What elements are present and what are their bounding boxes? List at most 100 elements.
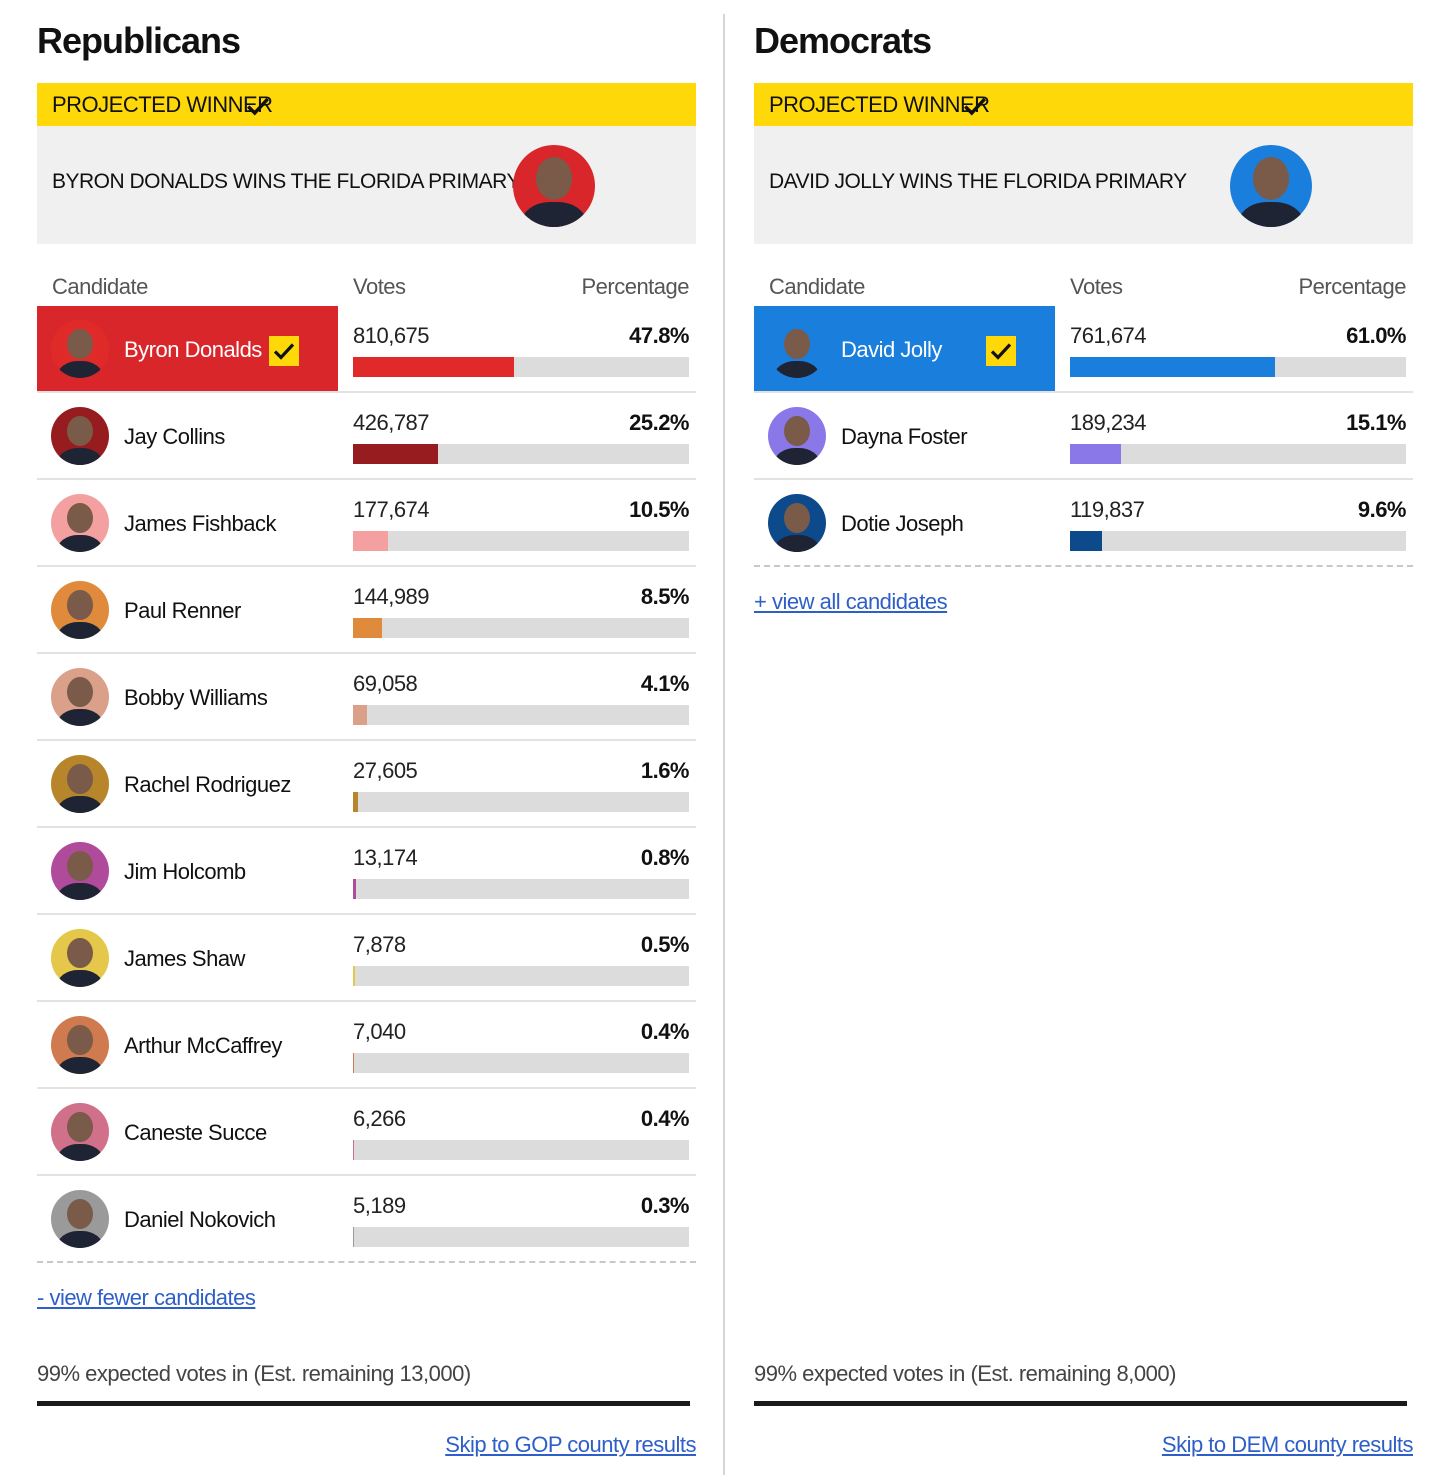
candidate-name: Dotie Joseph	[841, 511, 964, 536]
avatar-head	[66, 415, 94, 447]
candidate-name: Daniel Nokovich	[124, 1207, 276, 1232]
avatar-head	[66, 1198, 94, 1230]
percentage: 4.1%	[640, 671, 690, 696]
percentage: 0.5%	[640, 932, 690, 957]
vote-bar	[1070, 531, 1103, 551]
candidate-photo	[51, 1190, 109, 1248]
row-separator	[37, 652, 696, 654]
column-header: Percentage	[1298, 274, 1406, 299]
avatar-head	[66, 328, 94, 360]
county-results-link[interactable]: Skip to DEM county results	[1161, 1432, 1414, 1457]
vote-count: 426,787	[353, 410, 430, 435]
vote-bar	[353, 444, 438, 464]
avatar-head	[783, 328, 811, 360]
vote-bar	[353, 618, 382, 638]
row-separator	[754, 478, 1413, 480]
column-divider	[723, 14, 725, 1475]
bar-track	[1070, 531, 1406, 551]
vote-bar	[353, 531, 389, 551]
avatar-head	[66, 589, 94, 621]
candidate-name: James Shaw	[124, 946, 245, 971]
avatar-body	[56, 534, 104, 552]
vote-count: 119,837	[1070, 497, 1145, 522]
avatar-body	[56, 1143, 104, 1161]
candidate-photo	[51, 929, 109, 987]
percentage: 15.1%	[1346, 410, 1406, 435]
candidate-photo	[51, 320, 109, 378]
candidate-name: Jay Collins	[124, 424, 225, 449]
vote-count: 13,174	[353, 845, 418, 870]
toggle-candidates-link[interactable]: + view all candidates	[754, 589, 948, 614]
candidate-name: Rachel Rodriguez	[124, 772, 291, 797]
avatar-body	[56, 1230, 104, 1248]
avatar-head	[66, 502, 94, 534]
candidate-name: Byron Donalds	[124, 337, 262, 362]
vote-count: 144,989	[353, 584, 430, 609]
avatar-body	[1238, 202, 1304, 227]
percentage: 61.0%	[1346, 323, 1406, 348]
avatar-head	[66, 676, 94, 708]
percentage: 47.8%	[629, 323, 689, 348]
avatar-body	[56, 447, 104, 465]
vote-bar	[1070, 444, 1121, 464]
avatar-body	[56, 621, 104, 639]
percentage: 25.2%	[629, 410, 689, 435]
vote-bar	[353, 792, 359, 812]
column-header: Candidate	[52, 274, 148, 299]
winner-photo	[1230, 145, 1312, 227]
expected-votes-rule	[37, 1401, 690, 1406]
bar-track	[353, 1227, 689, 1247]
row-separator	[37, 391, 696, 393]
banner-text: PROJECTED WINNER	[52, 92, 273, 117]
candidate-photo	[51, 581, 109, 639]
percentage: 0.4%	[640, 1019, 690, 1044]
winner-photo	[513, 145, 595, 227]
bar-track	[1070, 444, 1406, 464]
candidate-photo	[768, 320, 826, 378]
candidate-photo	[51, 494, 109, 552]
percentage: 0.8%	[640, 845, 690, 870]
candidate-name: Arthur McCaffrey	[124, 1033, 282, 1058]
row-separator	[754, 391, 1413, 393]
county-results-link[interactable]: Skip to GOP county results	[445, 1432, 696, 1457]
bar-track	[353, 879, 689, 899]
avatar-head	[66, 850, 94, 882]
vote-count: 177,674	[353, 497, 430, 522]
avatar-body	[56, 795, 104, 813]
vote-count: 7,040	[353, 1019, 406, 1044]
vote-count: 810,675	[353, 323, 430, 348]
candidate-name: Paul Renner	[124, 598, 241, 623]
avatar-body	[56, 360, 104, 378]
vote-bar	[353, 879, 356, 899]
banner-text: PROJECTED WINNER	[769, 92, 990, 117]
winner-checkbox	[269, 336, 299, 366]
candidate-name: Caneste Succe	[124, 1120, 267, 1145]
list-end-line	[754, 565, 1413, 567]
vote-count: 27,605	[353, 758, 418, 783]
avatar-head	[783, 415, 811, 447]
candidate-name: James Fishback	[124, 511, 276, 536]
vote-bar	[353, 1140, 355, 1160]
toggle-candidates-link[interactable]: - view fewer candidates	[37, 1285, 256, 1310]
expected-votes: 99% expected votes in (Est. remaining 8,…	[754, 1361, 1176, 1386]
row-separator	[37, 739, 696, 741]
winner-banner	[754, 83, 1413, 126]
check-stroke	[990, 343, 1012, 360]
percentage: 10.5%	[629, 497, 689, 522]
headline: DAVID JOLLY WINS THE FLORIDA PRIMARY	[769, 170, 1187, 193]
candidate-name: David Jolly	[841, 337, 942, 362]
winner-check	[990, 343, 1012, 360]
candidate-photo	[51, 842, 109, 900]
bar-track	[353, 966, 689, 986]
row-separator	[37, 826, 696, 828]
row-separator	[37, 1000, 696, 1002]
winner-banner	[37, 83, 696, 126]
avatar-body	[56, 1056, 104, 1074]
avatar-body	[773, 534, 821, 552]
vote-bar	[353, 966, 355, 986]
check-stroke	[273, 343, 295, 360]
avatar-body	[56, 882, 104, 900]
avatar-head	[1252, 157, 1290, 201]
column-header: Votes	[353, 274, 406, 299]
candidate-photo	[768, 407, 826, 465]
